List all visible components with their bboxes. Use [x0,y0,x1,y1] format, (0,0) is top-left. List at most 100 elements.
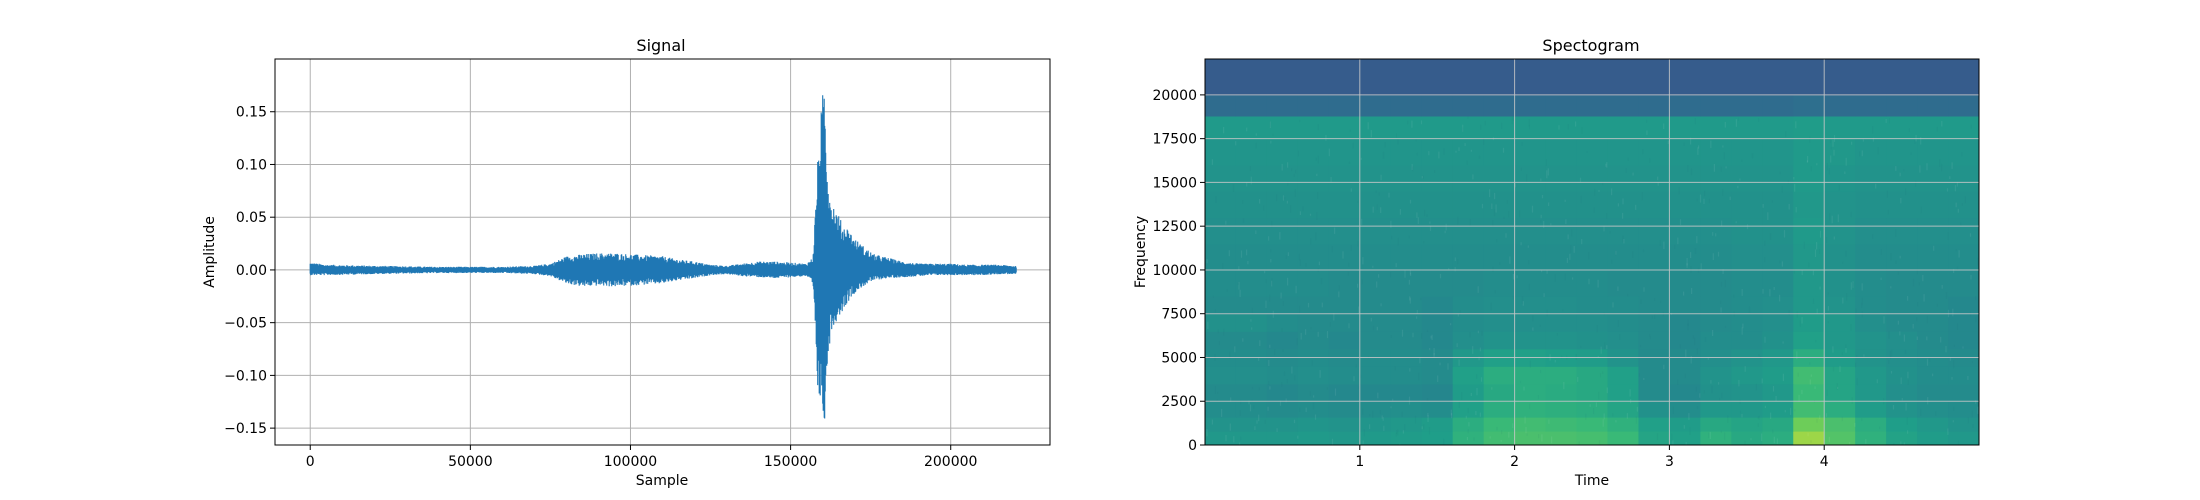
spectrogram-texture [1636,406,1638,412]
spectrogram-texture [1247,261,1249,265]
spectrogram-cell [1390,296,1423,315]
spectrogram-texture [1758,415,1760,420]
spectrogram-cell [1855,331,1887,350]
spectrogram-cell [1545,401,1578,418]
spectrogram-texture [1420,297,1422,301]
spectrogram-cell [1607,138,1640,166]
spectrogram-texture [1642,249,1645,253]
spectrogram-texture [1307,302,1310,308]
spectrogram-cell [1762,59,1794,96]
spectrogram-texture [1290,205,1292,213]
spectrogram-texture [1599,373,1602,378]
spectrogram-cell [1855,115,1887,140]
spectrogram-cell [1731,401,1763,418]
spectrogram-texture [1885,119,1887,123]
spectrogram-texture [1654,314,1656,319]
spectrogram-texture [1912,278,1915,287]
spectrogram-texture [1434,170,1436,173]
spectrogram-cell [1700,401,1732,418]
spectrogram-texture [1602,182,1604,186]
spectrogram-cell [1824,217,1856,245]
spectrogram-texture [1589,404,1591,407]
spectrogram-cell [1700,296,1732,315]
spectrogram-texture [1712,232,1714,236]
spectrogram-cell [1328,401,1361,418]
spectrogram-cell [1359,313,1392,332]
spectrogram-cell [1886,331,1918,350]
spectrogram-texture [1722,189,1724,196]
spectrogram-texture [1886,190,1888,198]
signal-x-ticks: 0 50000 100000 150000 200000 [306,445,977,470]
spectrogram-cell [1669,269,1701,297]
spectrogram-texture [1299,119,1301,123]
spectrogram-cell [1948,383,1979,402]
spectrogram-texture [1781,261,1783,267]
spectrogram-cell [1731,296,1763,315]
spectrogram-cell [1731,164,1763,192]
spectrogram-texture [1483,138,1485,145]
spectrogram-cell [1514,243,1547,271]
spectrogram-texture [1622,235,1624,243]
spectrogram-texture [1503,216,1505,219]
spectrogram-texture [1476,387,1478,396]
spectrogram-texture [1719,397,1721,401]
spectrogram-cell [1452,164,1485,192]
spectrogram-texture [1540,220,1542,223]
spectrogram-texture [1372,265,1374,268]
spectrogram-texture [1281,163,1283,171]
spectrogram-texture [1211,159,1213,165]
spectrogram-texture [1770,412,1772,419]
spectrogram-texture [1410,272,1412,276]
spectrogram-texture [1895,260,1897,264]
spectrogram-cell [1793,331,1825,350]
spectrogram-texture [1468,422,1470,427]
spectrogram-cells [1205,59,1979,445]
spectrogram-cell [1576,416,1609,432]
spectrogram-cell [1483,416,1516,432]
spectrogram-texture [1851,397,1853,404]
spectrogram-cell [1638,269,1670,297]
spectrogram-texture [1757,416,1759,419]
spectrogram-texture [1923,294,1925,302]
spectrogram-texture [1206,429,1208,437]
spectrogram-texture [1841,352,1843,356]
spectrogram-texture [1264,419,1266,424]
spectrogram-texture [1758,354,1760,357]
spectrogram-texture [1333,312,1335,321]
spectrogram-texture [1782,373,1784,382]
spectrogram-cell [1638,296,1670,315]
spectrogram-texture [1272,310,1274,318]
spectrogram-cell [1638,59,1670,96]
spectrogram-texture [1617,320,1619,327]
spectrogram-texture [1880,249,1882,255]
spectrogram-cell [1452,416,1485,432]
spectrogram-cell [1483,217,1516,245]
spectrogram-texture [1683,291,1685,296]
spectrogram-texture [1859,151,1861,157]
spectrogram-texture [1737,185,1739,189]
spectrogram-texture [1297,150,1299,157]
spectrogram-texture [1691,288,1693,294]
spectrogram-texture [1672,440,1674,445]
spectrogram-texture [1508,211,1510,218]
spectrogram-cell [1638,94,1670,117]
spectrogram-texture [1721,220,1723,227]
spectrogram-cell [1824,416,1856,432]
spectrogram-cell [1762,416,1794,432]
signal-line [309,95,1017,419]
spectrogram-texture [1694,248,1697,254]
spectrogram-texture [1299,259,1301,266]
spectrogram-texture [1464,143,1466,146]
spectrogram-y-tick-label: 10000 [1152,263,1197,279]
spectrogram-cell [1235,138,1268,166]
spectrogram-y-tick-label: 7500 [1161,307,1197,323]
spectrogram-texture [1795,121,1797,129]
spectrogram-texture [1657,182,1659,186]
spectrogram-cell [1731,243,1763,271]
spectrogram-cell [1669,313,1701,332]
spectrogram-x-tick-label: 2 [1510,454,1519,470]
spectrogram-cell [1483,164,1516,192]
spectrogram-texture [1899,255,1901,259]
spectrogram-texture [1427,412,1429,417]
signal-y-tick-label: −0.10 [224,368,267,384]
